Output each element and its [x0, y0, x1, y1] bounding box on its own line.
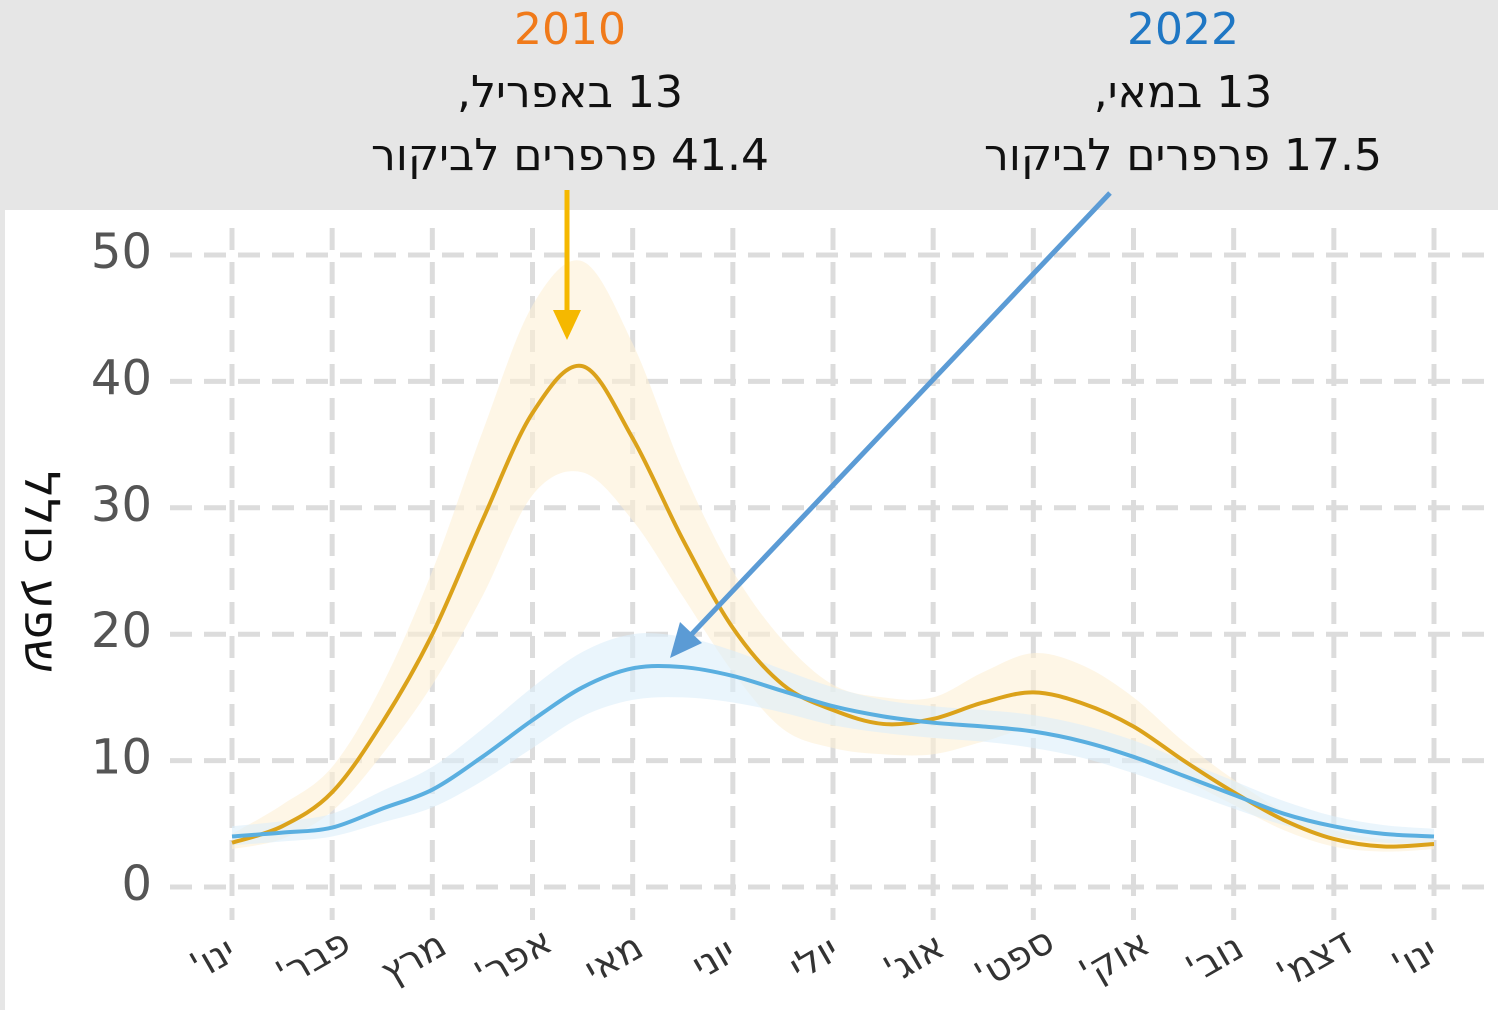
y-tick-label: 40 — [91, 350, 152, 406]
arrow-head — [553, 310, 581, 340]
x-tick-label: מאי — [577, 924, 651, 992]
annotation-year: 2010 — [514, 4, 626, 55]
x-tick-label: ספט' — [967, 918, 1061, 998]
annotation-date: 13 במאי, — [1094, 67, 1273, 118]
y-tick-label: 30 — [91, 477, 152, 533]
x-tick-label: דצמ' — [1269, 919, 1360, 997]
x-tick-label: יולי — [782, 927, 846, 990]
x-tick-label: אפר' — [467, 919, 559, 998]
arrows — [553, 190, 1112, 658]
arrow-2022 — [688, 191, 1112, 638]
series-line — [231, 663, 1435, 839]
x-tick-label: יוני — [684, 928, 743, 987]
annotation-date: 13 באפריל, — [457, 67, 683, 118]
x-tick-label: אוק' — [1072, 920, 1157, 995]
x-tick-label: ינו' — [1384, 928, 1445, 988]
header-background — [0, 0, 1498, 210]
x-tick-label: נוב' — [1178, 924, 1250, 991]
confidence-band — [232, 260, 1434, 852]
arrow-head — [670, 622, 702, 658]
x-tick-label: מרץ — [373, 922, 454, 994]
y-axis-label: שפע כולל — [13, 471, 69, 673]
series-line — [231, 363, 1435, 849]
x-tick-label: ינו' — [182, 928, 243, 988]
annotation-text: 17.5 פרפרים לביקור — [984, 130, 1382, 181]
confidence-band — [232, 633, 1434, 846]
x-tick-label: פבר' — [268, 919, 357, 996]
plot — [231, 260, 1435, 852]
left-edge — [0, 210, 5, 1010]
y-tick-label: 50 — [91, 224, 152, 280]
x-tick-label: אוג' — [876, 923, 952, 992]
annotation-year: 2022 — [1127, 4, 1239, 55]
grid: 0 10 20 30 40 50 ינו' פבר' מרץ אפר' מאי יוני יולי אוג… — [91, 224, 1484, 998]
annotation-text: 41.4 פרפרים לביקור — [371, 130, 769, 181]
y-tick-label: 10 — [91, 730, 152, 786]
y-tick-label: 20 — [91, 603, 152, 659]
y-tick-label: 0 — [121, 856, 152, 912]
